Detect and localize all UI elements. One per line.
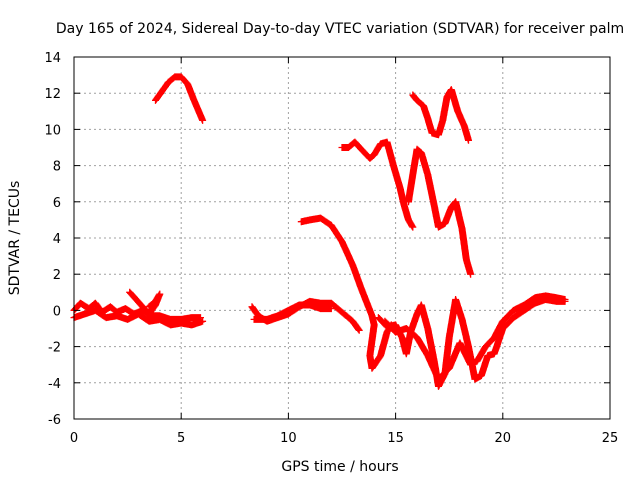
series-track-g: [297, 214, 395, 372]
series-track-f: [250, 301, 335, 323]
axis-ticks: [73, 56, 611, 420]
x-tick-labels: 0 5 10 15 20 25: [70, 431, 618, 446]
series-track-c: [126, 288, 164, 318]
series-markers: [250, 301, 335, 323]
x-axis-label: GPS time / hours: [281, 459, 398, 475]
y-tick-label: 14: [44, 51, 61, 66]
y-tick-label: 0: [53, 304, 61, 319]
chart-title: Day 165 of 2024, Sidereal Day-to-day VTE…: [56, 21, 624, 37]
series-markers: [409, 86, 472, 144]
y-tick-label: 4: [53, 232, 61, 247]
series-markers: [338, 138, 417, 231]
series-track-l: [381, 292, 569, 383]
y-tick-label: -4: [48, 377, 61, 392]
data-marks: [70, 73, 569, 390]
series-markers: [152, 73, 207, 124]
series-markers: [126, 288, 164, 318]
x-tick-label: 0: [70, 431, 78, 446]
series-markers: [381, 292, 569, 383]
y-tick-label: -2: [48, 341, 61, 356]
y-tick-labels: -6 -4 -2 0 2 4 6 8 10 12 14: [44, 51, 61, 428]
series-track-h: [338, 138, 417, 231]
y-tick-label: 6: [53, 196, 61, 211]
x-tick-label: 20: [495, 431, 512, 446]
series-track-j: [405, 145, 475, 278]
y-tick-label: -6: [48, 413, 61, 428]
y-tick-label: 10: [44, 123, 61, 138]
y-axis-label: SDTVAR / TECUs: [7, 181, 23, 296]
y-tick-label: 2: [53, 268, 61, 283]
series-track-d: [152, 73, 207, 124]
series-markers: [297, 214, 395, 372]
y-tick-label: 8: [53, 160, 61, 175]
x-tick-label: 5: [177, 431, 185, 446]
x-tick-label: 25: [602, 431, 619, 446]
series-track-i: [409, 86, 472, 144]
x-tick-label: 10: [280, 431, 297, 446]
series-markers: [405, 145, 475, 278]
y-tick-label: 12: [44, 87, 61, 102]
x-tick-label: 15: [387, 431, 404, 446]
